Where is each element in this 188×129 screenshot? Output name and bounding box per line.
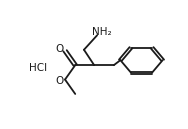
Text: O: O (55, 44, 64, 54)
Text: HCl: HCl (29, 63, 47, 73)
Text: NH₂: NH₂ (92, 27, 111, 37)
Text: O: O (55, 76, 64, 86)
